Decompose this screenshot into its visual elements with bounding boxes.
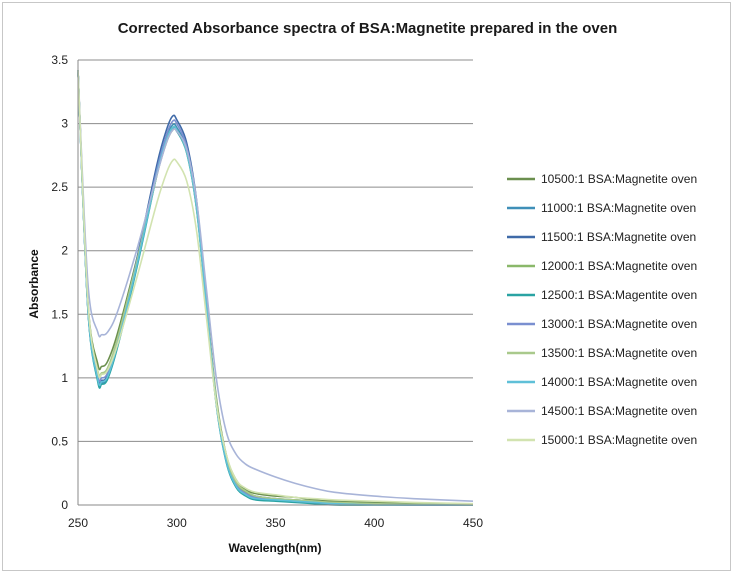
x-tick-label: 250 bbox=[68, 516, 88, 530]
y-tick-label: 1 bbox=[61, 371, 68, 385]
series-line-1 bbox=[77, 70, 474, 506]
series-line-7 bbox=[77, 70, 474, 506]
y-tick-label: 0.5 bbox=[51, 434, 68, 448]
series-line-6 bbox=[77, 70, 474, 506]
y-tick-label: 2.5 bbox=[51, 180, 68, 194]
y-tick-label: 3 bbox=[61, 117, 68, 131]
grid-lines bbox=[78, 59, 473, 442]
y-tick-label: 0 bbox=[61, 498, 68, 512]
series-line-4 bbox=[77, 70, 474, 506]
x-tick-labels: 250 300 350 400 450 bbox=[68, 516, 483, 530]
series-line-10 bbox=[77, 70, 474, 505]
axes bbox=[77, 60, 473, 506]
y-tick-labels: 0 0.5 1 1.5 2 2.5 3 3.5 bbox=[51, 53, 68, 512]
series-line-5 bbox=[77, 70, 473, 506]
x-tick-label: 450 bbox=[463, 516, 483, 530]
y-axis-title: Absorbance bbox=[27, 249, 41, 319]
series-line-2 bbox=[77, 70, 474, 506]
legend-label: 13000:1 BSA:Magnetite oven bbox=[541, 317, 697, 331]
legend-label: 12000:1 BSA:Magnetite oven bbox=[541, 259, 697, 273]
legend-label: 10500:1 BSA:Magnetite oven bbox=[541, 172, 697, 186]
series-line-8 bbox=[77, 70, 473, 506]
legend-label: 14000:1 BSA:Magnetite oven bbox=[541, 375, 697, 389]
x-tick-label: 300 bbox=[167, 516, 187, 530]
y-tick-label: 1.5 bbox=[51, 307, 68, 321]
x-tick-label: 400 bbox=[364, 516, 384, 530]
legend-label: 15000:1 BSA:Magnetite oven bbox=[541, 433, 697, 447]
legend: 10500:1 BSA:Magnetite oven 11000:1 BSA:Ma… bbox=[507, 172, 697, 447]
y-tick-label: 3.5 bbox=[51, 53, 68, 67]
x-tick-label: 350 bbox=[265, 516, 285, 530]
x-axis-title: Wavelength(nm) bbox=[229, 541, 322, 555]
chart-title: Corrected Absorbance spectra of BSA:Magn… bbox=[117, 20, 618, 37]
series-lines bbox=[77, 70, 474, 506]
legend-label: 13500:1 BSA:Magnetite oven bbox=[541, 346, 697, 360]
series-line-9 bbox=[77, 70, 474, 502]
legend-label: 11000:1 BSA:Magnetite oven bbox=[541, 201, 696, 215]
legend-label: 11500:1 BSA:Magnetite oven bbox=[541, 230, 696, 244]
y-tick-label: 2 bbox=[61, 244, 68, 258]
legend-label: 14500:1 BSA:Magnetite oven bbox=[541, 404, 697, 418]
series-line-3 bbox=[77, 70, 474, 506]
legend-label: 12500:1 BSA:Magentite oven bbox=[541, 288, 697, 302]
